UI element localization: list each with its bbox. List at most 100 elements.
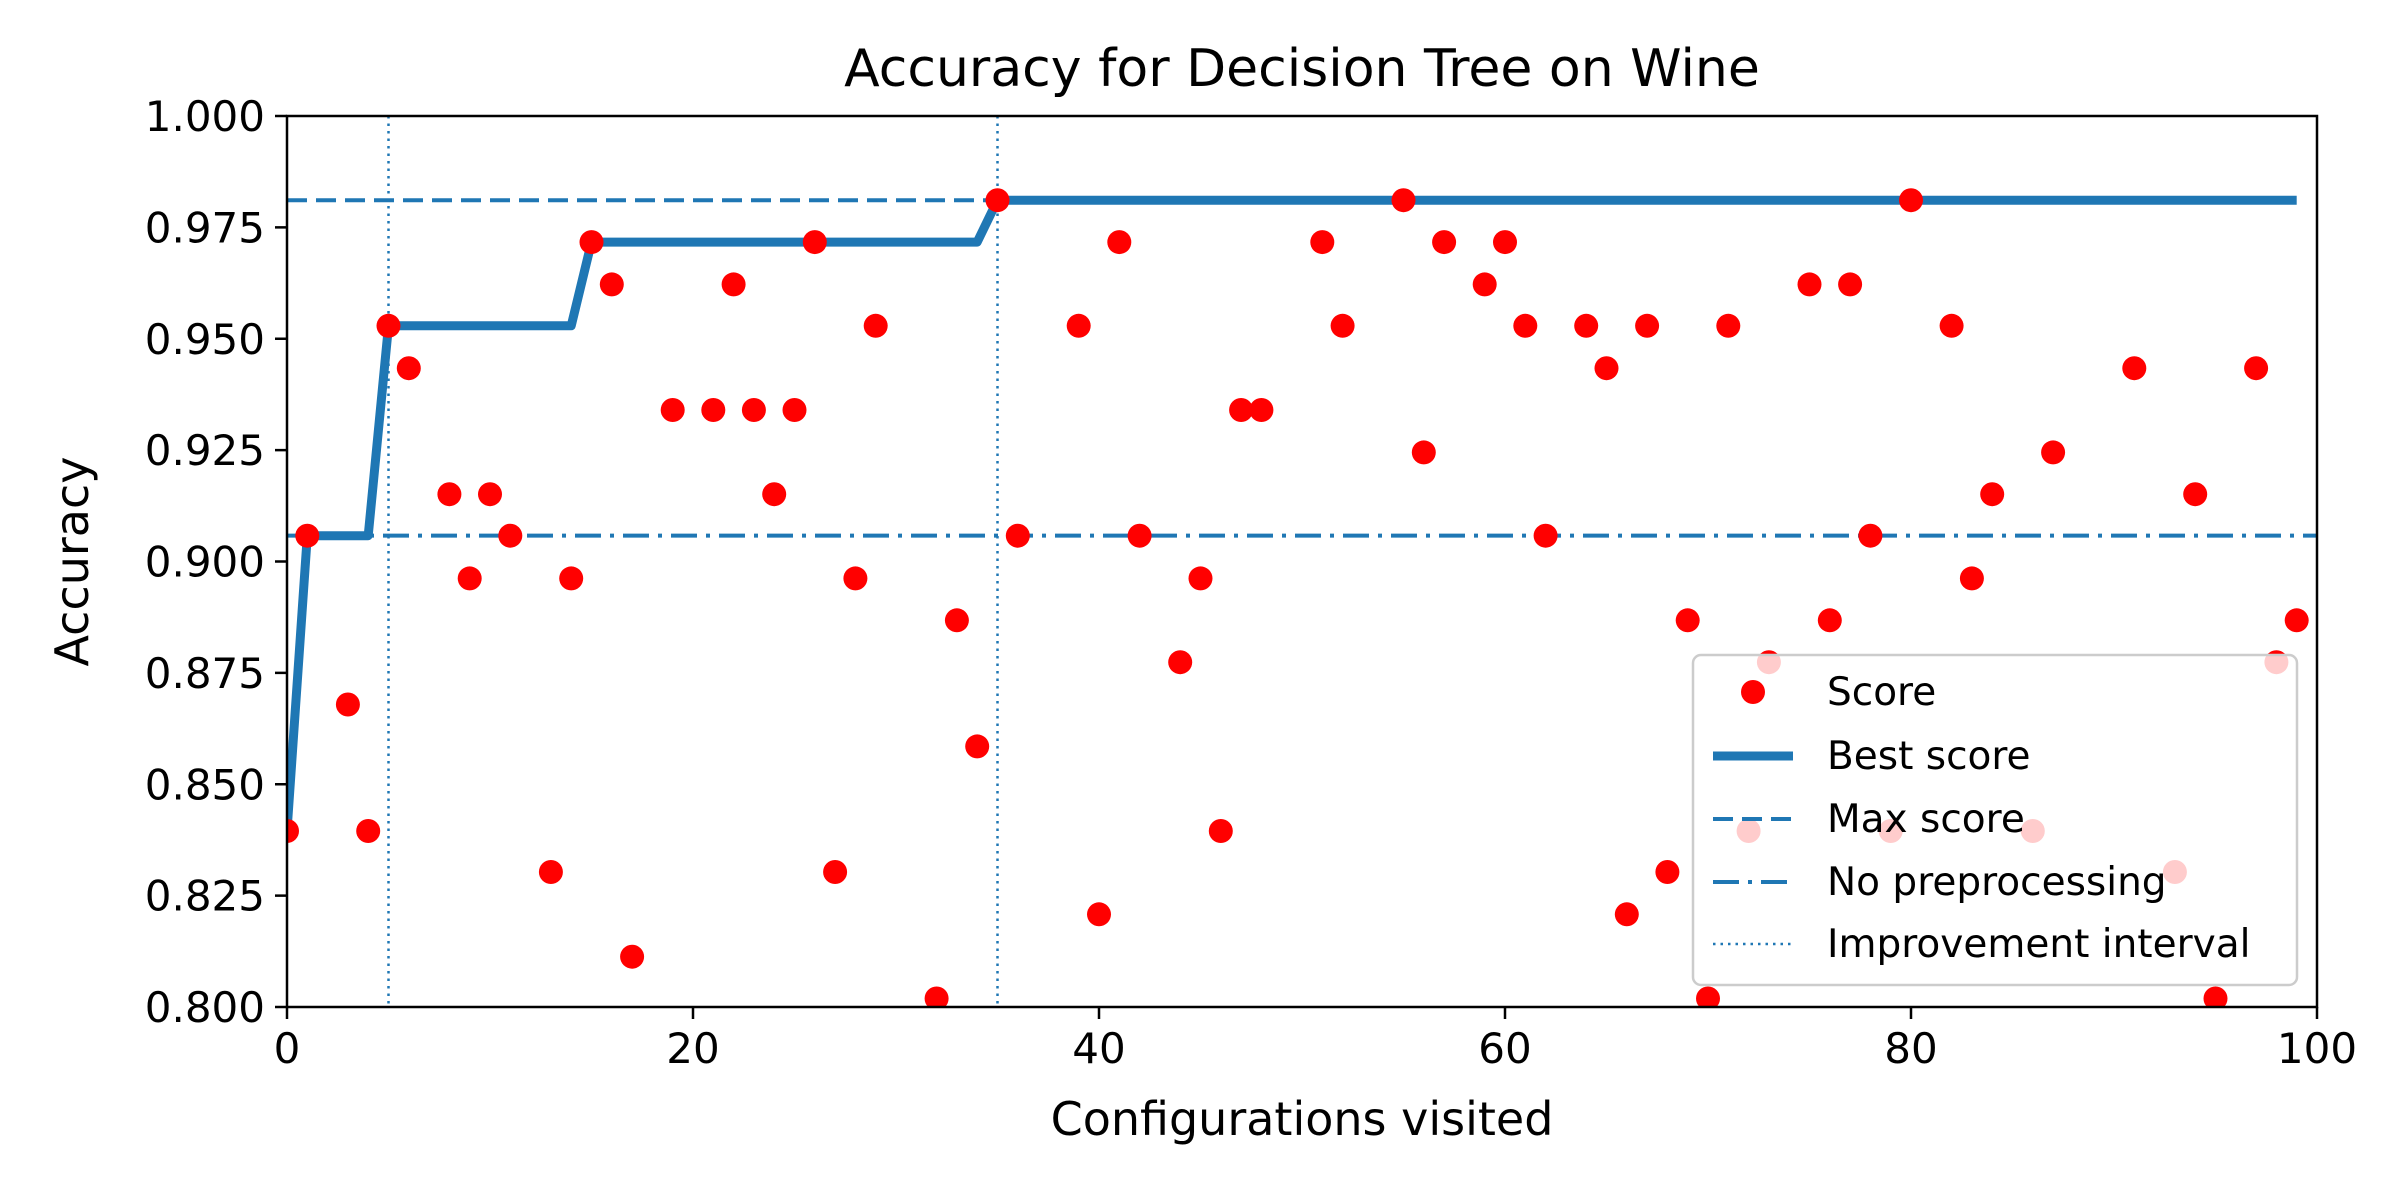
y-tick-label: 0.900 <box>145 538 265 587</box>
score-point <box>335 692 360 717</box>
chart-title: Accuracy for Decision Tree on Wine <box>844 39 1760 99</box>
score-point <box>457 566 482 591</box>
score-point <box>1168 650 1193 675</box>
score-point <box>1493 230 1517 255</box>
y-tick-label: 0.950 <box>145 315 265 364</box>
y-tick-label: 0.875 <box>145 649 265 698</box>
score-point <box>1513 313 1538 338</box>
score-point <box>660 398 685 422</box>
score-point <box>985 188 1010 213</box>
score-point <box>924 986 949 1007</box>
score-point <box>2244 356 2269 381</box>
legend-label: Best score <box>1827 734 2031 779</box>
plot-area <box>287 116 2317 1007</box>
score-point <box>2183 482 2208 507</box>
score-point <box>579 230 604 255</box>
score-point <box>1391 188 1416 213</box>
score-point <box>1980 482 2005 507</box>
score-point <box>599 272 624 297</box>
best-score-line <box>287 195 2297 832</box>
score-point <box>2203 986 2228 1007</box>
score-point <box>1716 313 1741 338</box>
score-point <box>2122 356 2147 381</box>
score-point <box>1005 523 1030 548</box>
score-point <box>620 944 645 969</box>
score-point <box>2284 608 2309 633</box>
score-point <box>1959 566 1984 591</box>
score-point <box>1330 313 1355 338</box>
score-point <box>1817 608 1842 633</box>
score-point <box>1066 313 1091 338</box>
y-tick-label: 1.000 <box>145 92 265 141</box>
score-point <box>1229 398 1254 422</box>
y-axis-title: Accuracy <box>45 456 99 666</box>
score-point <box>1594 356 1619 381</box>
score-point <box>1614 902 1639 927</box>
score-point <box>1188 566 1213 591</box>
score-point <box>863 313 888 338</box>
score-point <box>498 523 523 548</box>
x-tick-label: 0 <box>274 1024 301 1073</box>
y-tick-label: 0.800 <box>145 983 265 1032</box>
score-point <box>1797 272 1822 297</box>
y-tick-label: 0.975 <box>145 203 265 252</box>
score-point <box>559 566 584 591</box>
score-point <box>2041 440 2066 465</box>
legend: Score Best score Max score No preprocessing… <box>1691 653 2299 987</box>
legend-label: Score <box>1827 670 1936 715</box>
score-point <box>295 523 320 548</box>
score-point <box>843 566 868 591</box>
score-point <box>287 819 299 843</box>
legend-box <box>1691 653 2299 987</box>
score-point <box>1574 313 1599 338</box>
score-point <box>1249 398 1274 422</box>
legend-label: No preprocessing <box>1827 860 2167 905</box>
legend-label: Max score <box>1827 797 2025 842</box>
score-point <box>437 482 462 507</box>
score-point <box>356 819 381 843</box>
x-axis-title: Configurations visited <box>1051 1092 1554 1146</box>
score-point <box>1208 819 1233 843</box>
score-point <box>1533 523 1558 548</box>
x-tick-label: 60 <box>1478 1024 1531 1073</box>
score-point <box>1411 440 1436 465</box>
x-tick-label: 40 <box>1072 1024 1125 1073</box>
score-point <box>1655 860 1680 884</box>
score-point <box>782 398 807 422</box>
score-point <box>944 608 969 633</box>
score-point <box>1838 272 1863 297</box>
score-point <box>823 860 848 884</box>
legend-label: Improvement interval <box>1827 922 2250 967</box>
score-point <box>1087 902 1111 927</box>
legend-score-marker <box>1741 680 1765 704</box>
score-point <box>1310 230 1335 255</box>
x-tick-label: 20 <box>666 1024 719 1073</box>
x-tick-label: 100 <box>2277 1024 2357 1073</box>
score-point <box>1899 188 1923 213</box>
axes: 0 20 40 60 80 100 0.800 0.825 0.850 0.875 0.900 0.9… <box>145 92 2357 1073</box>
score-point <box>376 313 401 338</box>
score-point <box>478 482 502 507</box>
score-point <box>396 356 421 381</box>
score-point <box>1939 313 1964 338</box>
score-point <box>965 734 990 759</box>
y-tick-label: 0.850 <box>145 760 265 809</box>
score-point <box>701 398 726 422</box>
y-tick-label: 0.825 <box>145 872 265 921</box>
y-tick-label: 0.925 <box>145 426 265 475</box>
score-point <box>1107 230 1132 255</box>
score-point <box>1858 523 1883 548</box>
score-point <box>1472 272 1497 297</box>
score-point <box>762 482 787 507</box>
score-point <box>1696 986 1720 1007</box>
score-point <box>538 860 563 884</box>
score-point <box>1635 313 1660 338</box>
score-point <box>721 272 746 297</box>
x-tick-label: 80 <box>1884 1024 1937 1073</box>
score-point <box>802 230 827 255</box>
score-point <box>741 398 766 422</box>
score-point <box>1127 523 1152 548</box>
score-point <box>1432 230 1457 255</box>
score-point <box>1675 608 1700 633</box>
